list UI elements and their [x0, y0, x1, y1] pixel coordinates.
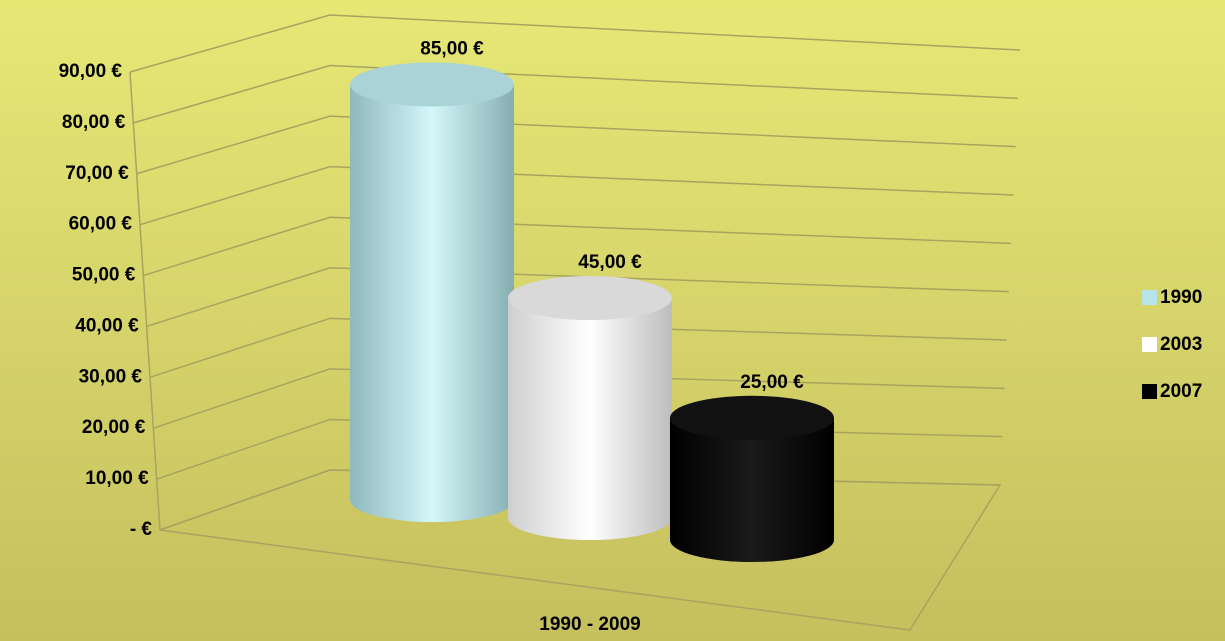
grid-line: [146, 267, 1009, 328]
grid-line: [129, 14, 1021, 73]
y-tick-label: 10,00 €: [85, 468, 149, 489]
bar-top: [670, 395, 834, 440]
bar: [670, 417, 834, 562]
y-tick-label: 80,00 €: [62, 112, 126, 133]
legend-swatch: [1142, 384, 1157, 399]
grid-line: [153, 368, 1005, 429]
y-tick-label: 90,00 €: [59, 61, 123, 82]
grid-line: [139, 165, 1014, 226]
grid-line: [149, 317, 1007, 379]
legend-swatch: [1142, 290, 1157, 305]
bar: [350, 84, 514, 522]
axis-line: [129, 71, 161, 531]
y-tick-label: - €: [130, 519, 153, 540]
bar-top: [508, 276, 672, 320]
data-label: 25,00 €: [740, 372, 804, 393]
bar-top: [350, 62, 514, 107]
grid-line: [143, 216, 1012, 277]
legend-label: 2007: [1160, 381, 1202, 402]
grid-line: [133, 64, 1018, 124]
y-tick-label: 50,00 €: [72, 265, 136, 286]
y-tick-label: 30,00 €: [79, 366, 143, 387]
y-tick-label: 20,00 €: [82, 417, 146, 438]
data-label: 85,00 €: [420, 38, 484, 59]
bar: [508, 298, 672, 540]
grid-line: [136, 115, 1016, 175]
legend-label: 1990: [1160, 287, 1202, 308]
data-label: 45,00 €: [578, 252, 642, 273]
y-tick-label: 70,00 €: [65, 163, 129, 184]
x-tick-label: 1990 - 2009: [539, 614, 640, 635]
y-tick-label: 60,00 €: [69, 214, 133, 235]
legend-label: 2003: [1160, 334, 1202, 355]
legend-swatch: [1142, 337, 1157, 352]
y-tick-label: 40,00 €: [75, 315, 139, 336]
